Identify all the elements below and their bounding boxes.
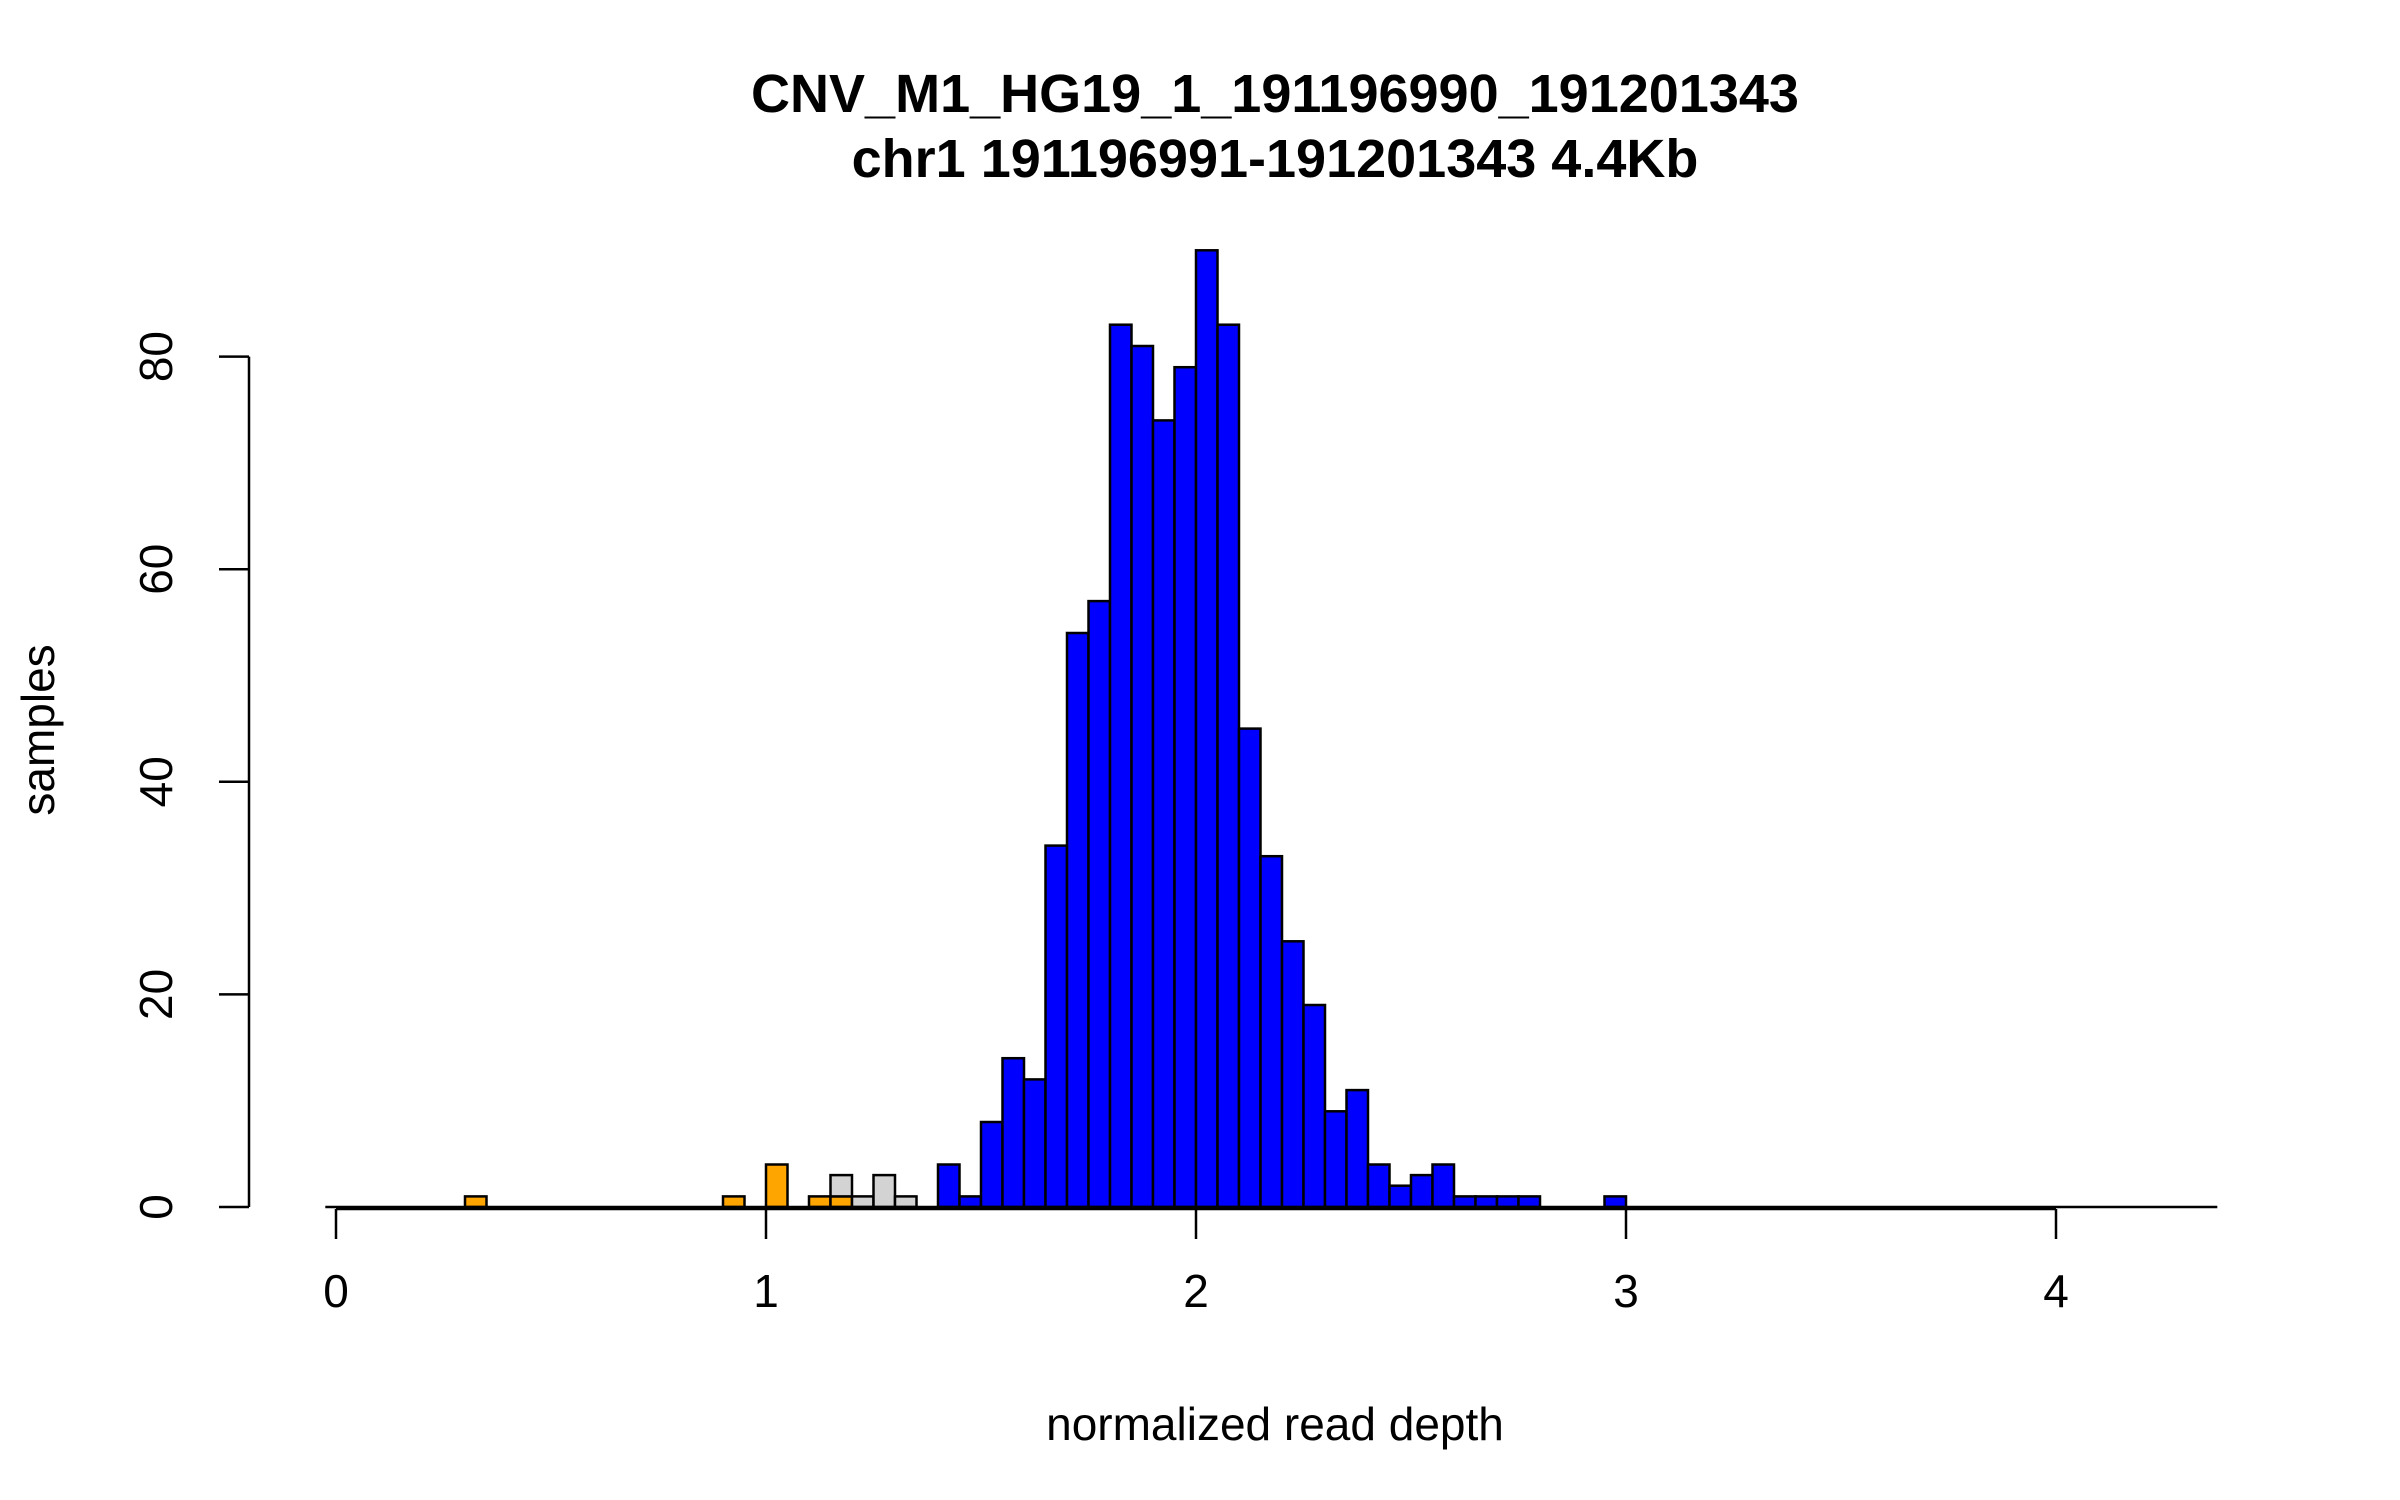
chart-title: CNV_M1_HG19_1_191196990_191201343	[751, 64, 1799, 124]
y-tick-label-0: 0	[130, 1194, 182, 1220]
histogram-bar-blue-7	[1087, 599, 1112, 1209]
histogram-bar-gray-2	[872, 1173, 897, 1209]
histogram-bar-blue-0	[936, 1163, 961, 1209]
histogram-bar-blue-6	[1065, 631, 1090, 1209]
histogram-bar-blue-25	[1474, 1195, 1499, 1209]
histogram-bar-blue-23	[1431, 1163, 1456, 1209]
histogram-bar-blue-5	[1044, 844, 1069, 1209]
x-axis-label: normalized read depth	[1046, 1398, 1504, 1450]
histogram-bar-orange-4	[829, 1195, 854, 1209]
y-tick-label-80: 80	[130, 331, 182, 382]
histogram-bar-gray-1	[850, 1195, 875, 1209]
x-tick-label-1: 1	[753, 1265, 779, 1317]
histogram-bars	[463, 249, 1628, 1209]
x-tick-label-4: 4	[2043, 1265, 2069, 1317]
histogram-bar-blue-19	[1345, 1088, 1370, 1209]
y-tick-label-20: 20	[130, 969, 182, 1020]
histogram-bar-blue-20	[1366, 1163, 1391, 1209]
x-tick-label-0: 0	[323, 1265, 349, 1317]
histogram-bar-blue-27	[1517, 1195, 1542, 1209]
histogram-bar-blue-3	[1001, 1056, 1026, 1209]
x-tick-label-3: 3	[1613, 1265, 1639, 1317]
histogram-bar-blue-21	[1388, 1184, 1413, 1209]
histogram-bar-blue-22	[1409, 1173, 1434, 1209]
histogram-bar-blue-13	[1216, 323, 1241, 1209]
histogram-bar-blue-8	[1108, 323, 1133, 1209]
histogram-bar-gray-3	[893, 1195, 918, 1209]
y-axis-label: samples	[12, 644, 64, 815]
y-tick-label-40: 40	[130, 756, 182, 807]
histogram-bar-blue-18	[1323, 1110, 1348, 1209]
histogram-bar-blue-24	[1452, 1195, 1477, 1209]
y-tick-label-60: 60	[130, 544, 182, 595]
x-tick-label-2: 2	[1183, 1265, 1209, 1317]
histogram-bar-gray-0	[829, 1173, 854, 1198]
histogram-bar-orange-0	[463, 1195, 488, 1209]
histogram-bar-blue-4	[1022, 1078, 1047, 1209]
histogram-bar-blue-10	[1151, 419, 1176, 1209]
histogram-bar-blue-2	[979, 1120, 1004, 1209]
histogram-bar-blue-1	[958, 1195, 983, 1209]
histogram-bar-blue-11	[1173, 365, 1198, 1209]
histogram-bar-orange-1	[721, 1195, 746, 1209]
histogram-bar-blue-12	[1194, 249, 1219, 1209]
histogram-bar-blue-26	[1495, 1195, 1520, 1209]
y-axis: 0 20 40 60 80	[130, 331, 251, 1220]
histogram-bar-blue-9	[1130, 344, 1155, 1209]
chart-subtitle: chr1 191196991-191201343 4.4Kb	[852, 129, 1699, 189]
histogram-bar-orange-2	[764, 1163, 789, 1209]
histogram-bar-blue-28	[1603, 1195, 1628, 1209]
histogram-bar-blue-17	[1302, 1003, 1327, 1209]
x-axis: 0 1 2 3 4	[323, 1207, 2069, 1317]
histogram-bar-orange-3	[807, 1195, 832, 1209]
histogram-bar-blue-14	[1237, 727, 1262, 1209]
histogram-bar-blue-15	[1259, 854, 1284, 1209]
histogram-bar-blue-16	[1280, 940, 1305, 1209]
